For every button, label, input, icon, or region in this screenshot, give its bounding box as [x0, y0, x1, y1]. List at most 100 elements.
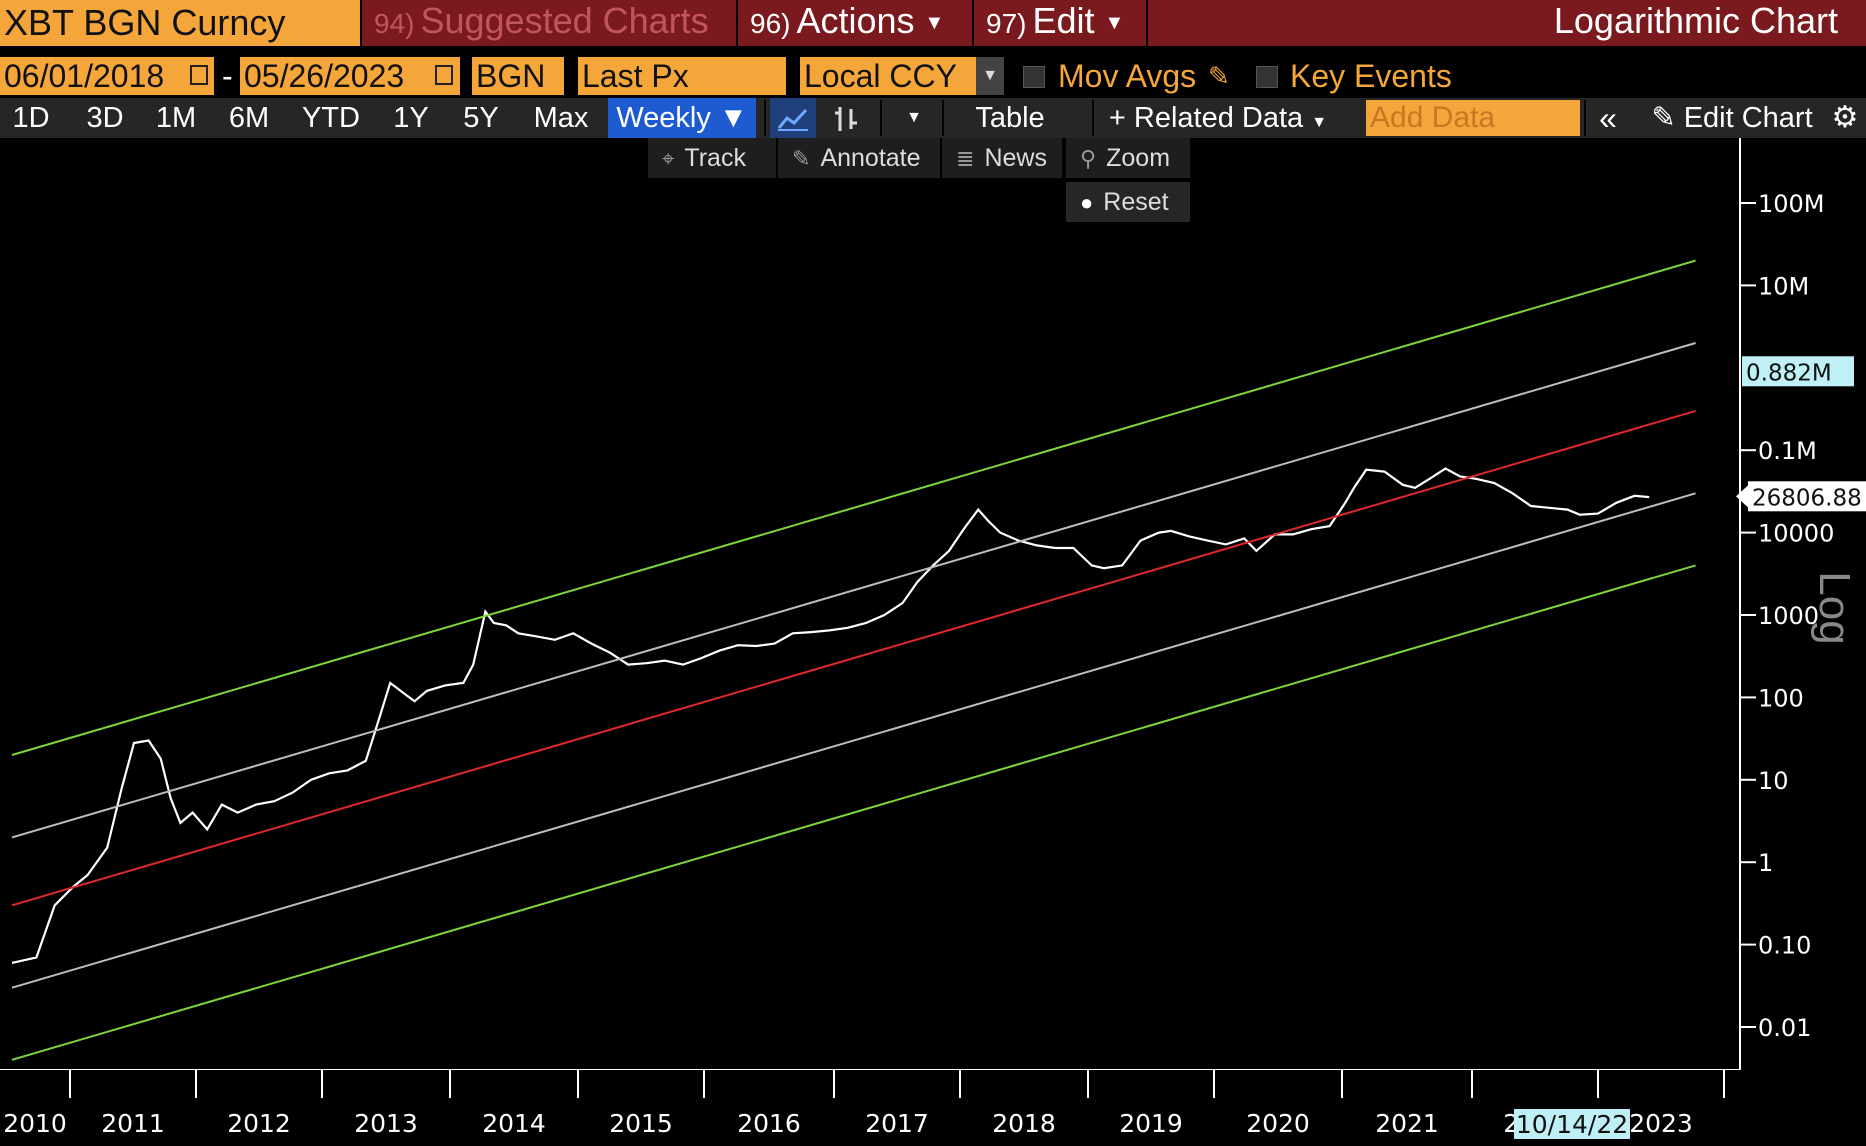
calendar-icon[interactable] — [435, 65, 453, 85]
track-label: Track — [684, 144, 746, 172]
actions-menu[interactable]: 96) Actions ▼ — [736, 0, 972, 46]
divider — [764, 100, 766, 136]
divider — [1146, 0, 1148, 46]
caret-down-icon: ▼ — [924, 12, 945, 35]
regression-band-line — [11, 564, 1696, 1061]
price-label-box — [1742, 356, 1854, 387]
period-5y-button[interactable]: 5Y — [463, 102, 499, 134]
edit-chart-label: Edit Chart — [1683, 102, 1813, 134]
caret-down-icon: ▼ — [718, 102, 748, 134]
zoom-label: Zoom — [1106, 144, 1171, 172]
price-label: 26806.88 — [1736, 481, 1866, 512]
y-tick-label: 0.10 — [1758, 932, 1811, 960]
period-max-button[interactable]: Max — [533, 102, 589, 134]
currency-field[interactable]: Local CCY — [800, 57, 976, 95]
crosshair-date-box — [1514, 1109, 1630, 1139]
x-tick-label: 2010 — [3, 1109, 67, 1138]
reset-label: Reset — [1103, 188, 1169, 216]
x-tick-label: 2011 — [101, 1109, 165, 1138]
mov-avgs-label[interactable]: Mov Avgs — [1058, 58, 1197, 94]
related-data-label: Related Data — [1133, 102, 1304, 134]
mov-avgs-checkbox[interactable] — [1023, 66, 1045, 88]
divider — [942, 100, 944, 136]
magnifier-icon: ⚲ — [1080, 146, 1097, 171]
menu-number: 94) — [374, 8, 415, 39]
price-series-line — [11, 467, 1650, 964]
pencil-icon: ✎ — [1651, 102, 1676, 134]
y-tick-label: 10000 — [1758, 520, 1834, 548]
news-icon: ≣ — [956, 146, 975, 171]
y-tick-label: 0.1M — [1758, 437, 1817, 465]
annotate-tool[interactable]: ✎ Annotate — [778, 138, 940, 178]
x-tick-label: 2023 — [1629, 1109, 1693, 1138]
gear-icon[interactable]: ⚙ — [1831, 101, 1859, 134]
crosshair-date-text: 10/14/22 — [1516, 1110, 1628, 1139]
reset-button[interactable]: ● Reset — [1066, 182, 1190, 222]
period-1d-button[interactable]: 1D — [12, 102, 50, 134]
y-tick-label: 1000 — [1758, 602, 1819, 630]
zoom-tool[interactable]: ⚲ Zoom — [1066, 138, 1190, 178]
log-price-chart[interactable]: 100M 10M 0.1M 10000 1000 100 10 1 0.10 0.01 Log 201… — [0, 138, 1866, 1146]
frequency-label: Weekly — [616, 102, 711, 134]
divider — [1584, 100, 1586, 136]
pencil-icon[interactable]: ✎ — [1208, 61, 1230, 91]
period-1m-button[interactable]: 1M — [155, 102, 197, 134]
regression-band-line — [11, 409, 1696, 907]
price-field[interactable]: Last Px — [578, 57, 786, 95]
pencil-icon: ✎ — [792, 146, 811, 171]
period-ytd-button[interactable]: YTD — [302, 102, 360, 134]
x-tick-label: 2014 — [482, 1109, 546, 1138]
menu-label: Edit — [1032, 0, 1095, 41]
source-field[interactable]: BGN — [472, 57, 564, 95]
frequency-dropdown[interactable]: Weekly ▼ — [608, 98, 756, 138]
plus-icon: + — [1108, 102, 1126, 134]
period-3d-button[interactable]: 3D — [86, 102, 124, 134]
y-tick-label: 1 — [1758, 849, 1773, 877]
chevron-down-icon[interactable]: ▼ — [906, 109, 922, 126]
x-tick-label: 2012 — [227, 1109, 291, 1138]
x-tick-label: 2019 — [1119, 1109, 1183, 1138]
price-label-text: 26806.88 — [1752, 485, 1862, 511]
y-tick-label: 10M — [1758, 272, 1809, 300]
add-data-input[interactable]: Add Data — [1366, 100, 1580, 136]
y-tick-label: 0.01 — [1758, 1014, 1811, 1042]
news-tool[interactable]: ≣ News — [942, 138, 1062, 178]
price-label-text: 0.882M — [1746, 360, 1832, 386]
page-title: Logarithmic Chart — [1553, 0, 1838, 41]
period-6m-button[interactable]: 6M — [228, 102, 270, 134]
edit-chart-button[interactable]: ✎ Edit Chart — [1636, 98, 1828, 138]
ticker-field[interactable]: XBT BGN Curncy — [0, 0, 360, 46]
menu-number: 97) — [986, 8, 1027, 39]
crosshair-icon: ⌖ — [662, 146, 675, 171]
regression-band-line — [11, 342, 1696, 839]
edit-menu[interactable]: 97) Edit ▼ — [972, 0, 1146, 46]
price-label-pointer — [1736, 485, 1748, 508]
key-events-checkbox[interactable] — [1256, 66, 1278, 88]
price-label-box — [1748, 481, 1866, 512]
start-date-field[interactable]: 06/01/2018 — [0, 57, 214, 95]
key-events-label[interactable]: Key Events — [1290, 58, 1452, 94]
x-tick-label: 2021 — [1375, 1109, 1439, 1138]
divider — [880, 100, 882, 136]
reset-circle-icon: ● — [1080, 190, 1094, 215]
chevron-down-icon[interactable]: ▼ — [976, 57, 1004, 95]
x-tick-label: 2017 — [865, 1109, 929, 1138]
x-tick-label: 2020 — [1246, 1109, 1310, 1138]
related-data-button[interactable]: + Related Data ▼ — [1098, 98, 1338, 138]
track-tool[interactable]: ⌖ Track — [648, 138, 776, 178]
period-1y-button[interactable]: 1Y — [393, 102, 429, 134]
end-date-field[interactable]: 05/26/2023 — [240, 57, 460, 95]
x-tick-label: 2013 — [354, 1109, 418, 1138]
x-tick-label: 2016 — [737, 1109, 801, 1138]
y-tick-label: 100M — [1758, 190, 1825, 218]
suggested-charts-menu[interactable]: 94) Suggested Charts — [360, 0, 736, 46]
line-chart-icon[interactable] — [770, 98, 816, 138]
regression-band-line — [11, 492, 1696, 989]
double-chevron-left-icon[interactable]: « — [1599, 100, 1617, 136]
y-axis-label: Log — [1810, 571, 1859, 644]
crosshair-date-label: 10/14/22 — [1514, 1109, 1630, 1139]
regression-band-line — [11, 259, 1696, 756]
calendar-icon[interactable] — [190, 65, 208, 85]
table-button[interactable]: Table — [975, 102, 1045, 134]
candlestick-icon[interactable] — [826, 98, 866, 138]
